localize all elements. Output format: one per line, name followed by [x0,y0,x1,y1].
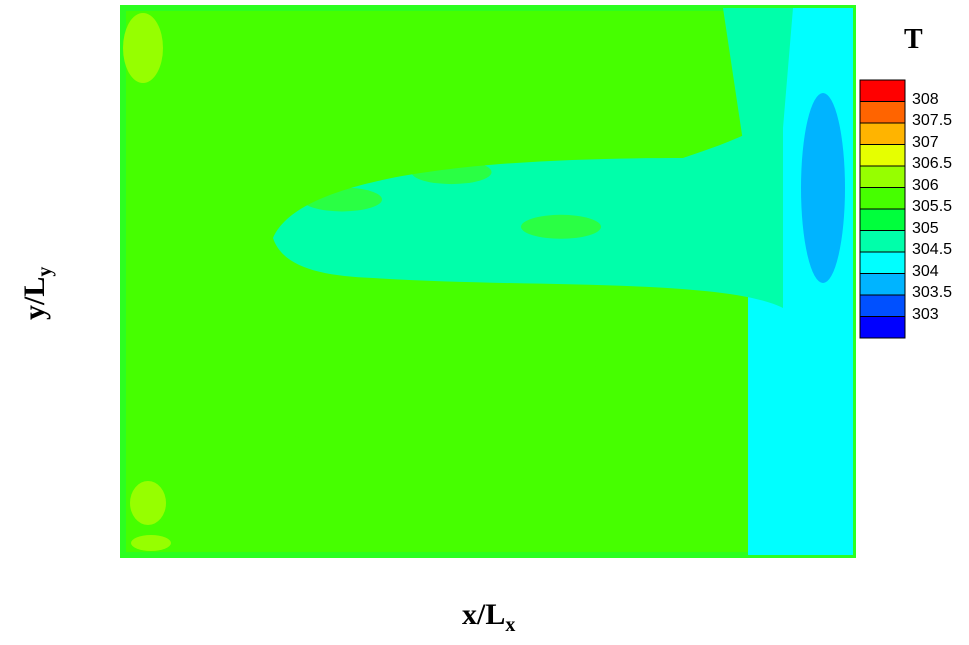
x-axis-label-main: x/L [462,598,506,631]
legend-swatch-2 [859,122,906,145]
field-mottle-2 [521,214,601,239]
field-mottle-4 [484,378,565,403]
legend-tick-label: 304 [912,262,939,280]
warm-spot-top-left [123,13,163,83]
y-axis-label-sub: y [34,266,56,277]
y-axis-label: y/Ly [18,267,57,320]
legend-swatch-6 [859,208,906,231]
field-mottle-0 [302,187,382,212]
legend-tick-label: 303 [912,305,939,323]
right-top-transition [723,8,793,208]
legend-swatch-1 [859,101,906,124]
field-mottle-1 [411,160,492,185]
warm-spot-bottom-left-2 [131,535,171,551]
field-mottle-7 [448,460,528,485]
legend-title: T [904,24,923,55]
legend-swatch-3 [859,144,906,167]
legend-swatch-7 [859,230,906,253]
field-mottle-3 [338,351,419,376]
legend-swatch-5 [859,187,906,210]
x-axis-label-sub: x [505,614,516,636]
legend-tick-label: 305 [912,219,939,237]
legend-tick-label: 304.5 [912,241,953,258]
warm-spot-bottom-left [130,481,166,525]
field-mottle-5 [594,351,674,376]
right-cold-spot [801,93,845,283]
legend-tick-label: 307.5 [912,112,953,129]
legend-tick-label: 306 [912,176,939,194]
legend-swatch-4 [859,165,906,188]
legend-swatch-0 [859,79,906,102]
legend-tick-label: 305.5 [912,198,953,215]
legend-swatch-11 [859,316,906,339]
legend-tick-label: 308 [912,90,939,108]
legend-tick-label: 306.5 [912,155,953,172]
legend-frame [859,79,906,339]
y-axis-label-main: y/L [18,276,51,320]
center-cool-band [273,108,783,308]
legend-tick-label: 303.5 [912,284,953,301]
legend-swatch-9 [859,273,906,296]
field-mottle-6 [229,433,309,458]
legend-tick-label: 307 [912,133,939,151]
legend-swatch-8 [859,251,906,274]
x-axis-label: x/Lx [462,598,515,637]
legend-swatch-10 [859,294,906,317]
